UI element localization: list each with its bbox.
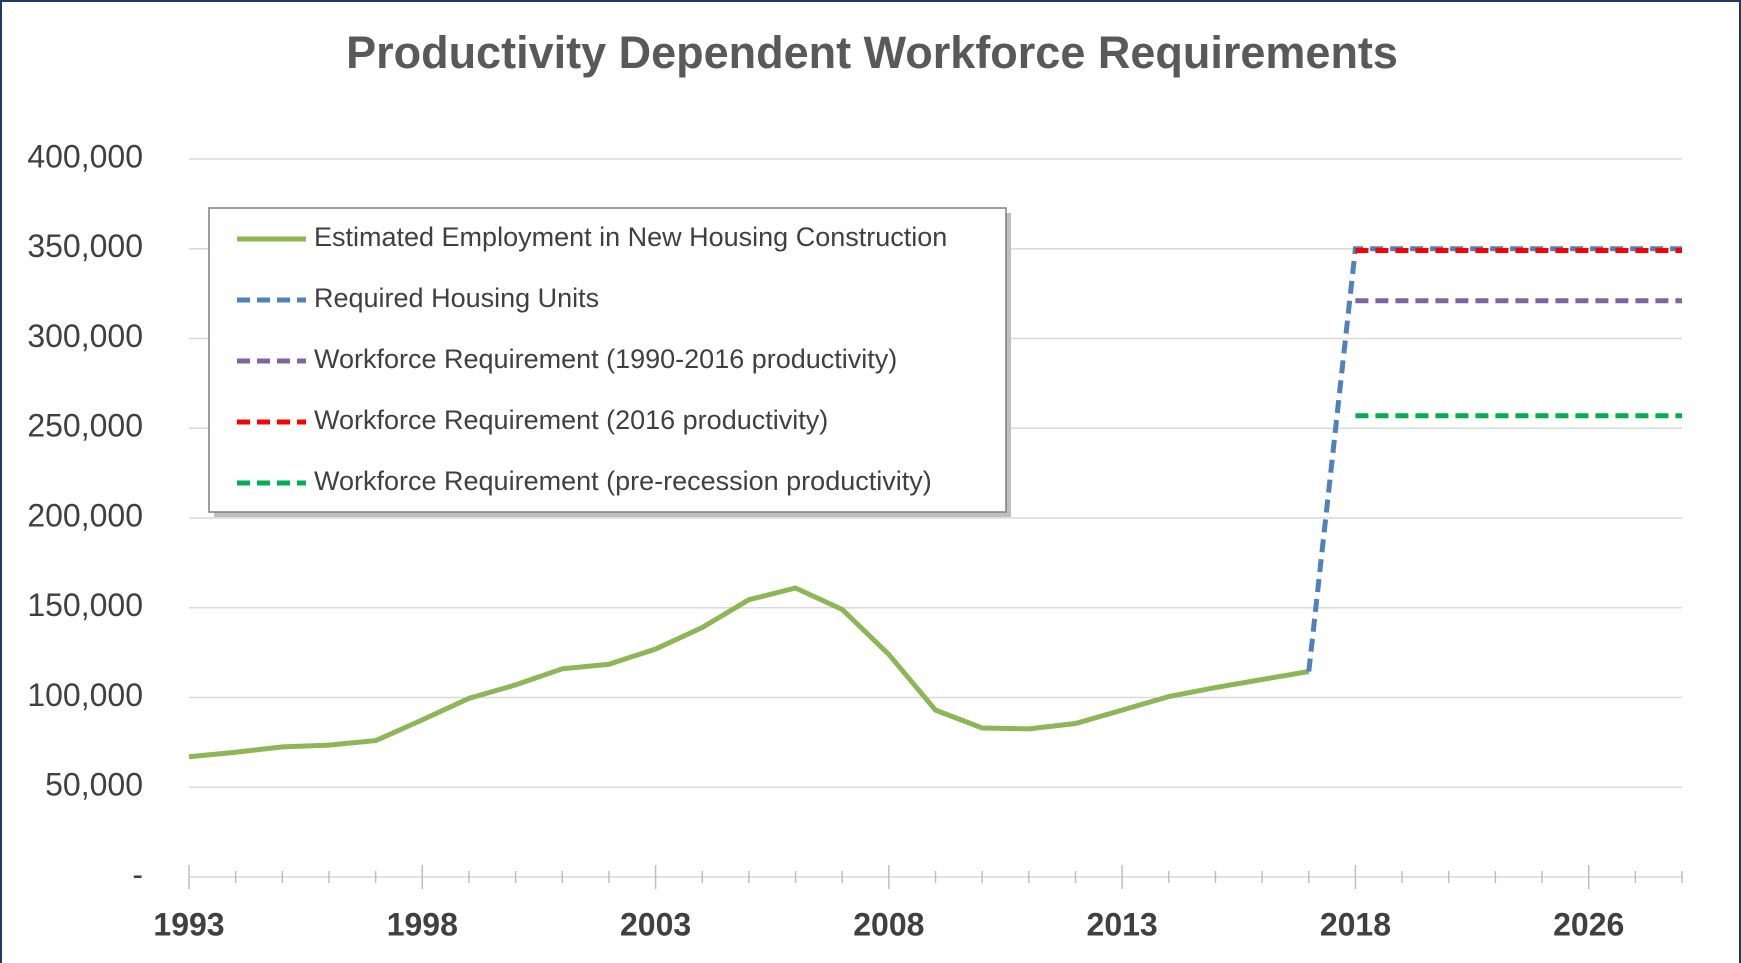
x-tick-label: 2013 [1087,906,1158,942]
x-tick-label: 1993 [153,906,224,942]
x-tick-label: 2003 [620,906,691,942]
legend-label: Workforce Requirement (pre-recession pro… [314,466,932,496]
y-tick-label: 100,000 [27,677,143,713]
legend-label: Estimated Employment in New Housing Cons… [314,222,947,252]
y-tick-label: 400,000 [27,138,143,174]
legend [208,207,1007,513]
y-tick-label: 150,000 [27,587,143,623]
legend-label: Workforce Requirement (2016 productivity… [314,405,828,435]
x-tick-label: 2026 [1553,906,1624,942]
y-tick-label: 250,000 [27,408,143,444]
x-tick-label: 2008 [853,906,924,942]
y-tick-label: 200,000 [27,497,143,533]
legend-label: Required Housing Units [314,283,599,313]
x-tick-label: 1998 [387,906,458,942]
y-tick-label: - [132,856,143,892]
series-line [188,585,1310,760]
legend-label: Workforce Requirement (1990-2016 product… [314,344,897,374]
y-tick-label: 50,000 [45,767,143,803]
y-tick-label: 300,000 [27,318,143,354]
chart-title: Productivity Dependent Workforce Require… [346,27,1398,78]
y-tick-label: 350,000 [27,228,143,264]
x-tick-label: 2018 [1320,906,1391,942]
